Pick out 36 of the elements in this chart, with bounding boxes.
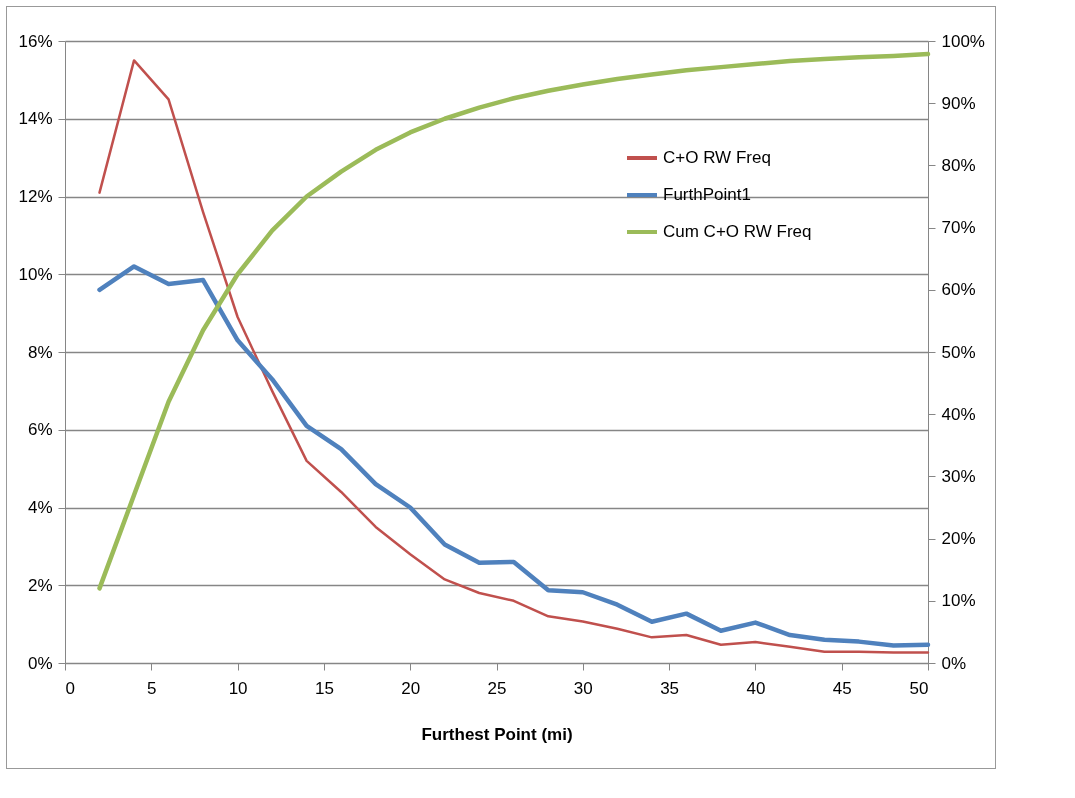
y2-tick-label: 50% bbox=[941, 342, 976, 362]
x-tick-label: 25 bbox=[487, 678, 507, 698]
x-tick-label: 20 bbox=[401, 678, 421, 698]
x-tick-label: 40 bbox=[746, 678, 766, 698]
legend-label: Cum C+O RW Freq bbox=[663, 222, 812, 241]
y2-tick-label: 70% bbox=[941, 218, 976, 238]
x-tick-label: 30 bbox=[573, 678, 593, 698]
x-tick-label: 15 bbox=[314, 678, 334, 698]
x-tick-label: 50 bbox=[909, 678, 929, 698]
y2-tick-label: 30% bbox=[941, 466, 976, 486]
x-tick-label: 35 bbox=[660, 678, 680, 698]
legend-label: C+O RW Freq bbox=[663, 148, 771, 167]
y-tick-label: 8% bbox=[27, 342, 53, 362]
y-tick-label: 6% bbox=[27, 420, 53, 440]
y2-tick-label: 10% bbox=[941, 591, 976, 611]
y-tick-label: 0% bbox=[27, 653, 53, 673]
line-series bbox=[97, 264, 931, 648]
y2-tick-label: 0% bbox=[941, 653, 967, 673]
y2-tick-label: 60% bbox=[941, 280, 976, 300]
y2-tick-label: 100% bbox=[941, 31, 985, 51]
y2-tick-label: 80% bbox=[941, 155, 976, 175]
legend-label: FurthPoint1 bbox=[663, 185, 751, 204]
y2-tick-label: 90% bbox=[941, 93, 976, 113]
y2-tick-label: 40% bbox=[941, 404, 976, 424]
x-tick-label: 5 bbox=[147, 678, 157, 698]
y-tick-label: 12% bbox=[18, 187, 53, 206]
y2-tick-label: 20% bbox=[941, 529, 976, 549]
y-tick-label: 16% bbox=[18, 31, 53, 51]
y-tick-label: 2% bbox=[27, 575, 53, 595]
y-tick-label: 14% bbox=[18, 109, 53, 129]
x-axis-title: Furthest Point (mi) bbox=[421, 724, 573, 744]
x-tick-label: 10 bbox=[228, 678, 248, 698]
x-tick-label: 0 bbox=[65, 678, 75, 698]
y-tick-label: 10% bbox=[18, 264, 53, 284]
y-tick-label: 4% bbox=[27, 498, 53, 517]
x-tick-label: 45 bbox=[832, 678, 852, 698]
